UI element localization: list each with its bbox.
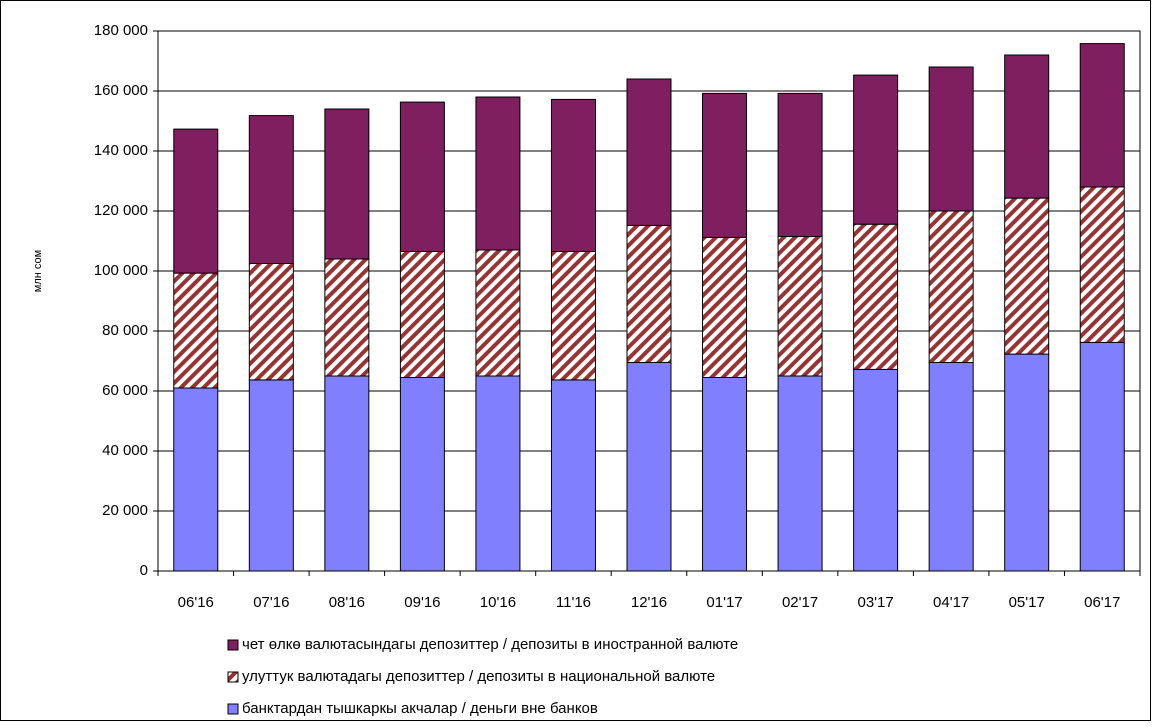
legend-swatch — [227, 639, 239, 651]
bar-segment — [702, 377, 748, 572]
x-tick-label: 06'17 — [1084, 594, 1120, 611]
x-tick-label: 04'17 — [933, 594, 969, 611]
bar-segment — [173, 272, 219, 389]
y-tick-label: 20 000 — [102, 502, 148, 519]
bar-segment — [1004, 197, 1050, 355]
bar-segment — [399, 251, 445, 378]
bar-segment — [928, 210, 974, 363]
bar-segment — [550, 379, 596, 572]
bar-segment — [248, 379, 294, 572]
bar-segment — [399, 101, 445, 252]
bar-segment — [702, 92, 748, 238]
x-tick-label: 09'16 — [404, 594, 440, 611]
bar-segment — [626, 224, 672, 363]
legend-label: улуттук валютадагы депозиттер / депозиты… — [242, 668, 715, 685]
legend-swatch — [227, 671, 239, 683]
y-axis-label: млн сом — [32, 250, 44, 292]
y-tick-label: 0 — [140, 562, 148, 579]
bar-segment — [173, 128, 219, 274]
bar-segment — [1004, 353, 1050, 572]
x-tick-label: 01'17 — [706, 594, 742, 611]
x-tick-label: 02'17 — [782, 594, 818, 611]
bar-segment — [173, 387, 219, 572]
y-tick-label: 140 000 — [94, 142, 148, 159]
bar-segment — [475, 375, 521, 572]
bar-segment — [777, 92, 823, 238]
bar-segment — [853, 223, 899, 370]
bar-segment — [1079, 186, 1125, 343]
bar-segment — [550, 251, 596, 381]
bar-segment — [1079, 43, 1125, 188]
bar-segment — [702, 236, 748, 378]
x-tick-label: 06'16 — [178, 594, 214, 611]
x-tick-label: 05'17 — [1009, 594, 1045, 611]
x-tick-label: 10'16 — [480, 594, 516, 611]
bar-segment — [324, 375, 370, 572]
bar-segment — [626, 362, 672, 572]
legend-label: банктардан тышкаркы акчалар / деньги вне… — [242, 700, 598, 717]
y-tick-label: 160 000 — [94, 82, 148, 99]
bar-segment — [324, 108, 370, 260]
bar-segment — [1079, 341, 1125, 572]
bar-segment — [853, 368, 899, 572]
bar-segment — [550, 98, 596, 253]
bar-segment — [777, 375, 823, 572]
bar-segment — [928, 66, 974, 212]
y-tick-label: 120 000 — [94, 202, 148, 219]
x-tick-label: 03'17 — [857, 594, 893, 611]
x-tick-label: 12'16 — [631, 594, 667, 611]
bar-segment — [928, 362, 974, 572]
bar-segment — [626, 78, 672, 226]
y-tick-label: 100 000 — [94, 262, 148, 279]
bar-segment — [1004, 54, 1050, 199]
y-tick-label: 40 000 — [102, 442, 148, 459]
bar-segment — [248, 115, 294, 264]
legend-swatch — [227, 703, 239, 715]
y-tick-label: 80 000 — [102, 322, 148, 339]
bar-segment — [853, 74, 899, 225]
bar-segment — [777, 236, 823, 377]
x-tick-label: 08'16 — [329, 594, 365, 611]
y-tick-label: 180 000 — [94, 22, 148, 39]
bar-segment — [475, 96, 521, 251]
legend-label: чет өлкө валютасындагы депозиттер / депо… — [242, 636, 738, 653]
bar-segment — [324, 258, 370, 377]
y-tick-label: 60 000 — [102, 382, 148, 399]
bar-segment — [475, 249, 521, 377]
bar-segment — [399, 377, 445, 572]
x-tick-label: 07'16 — [253, 594, 289, 611]
bar-segment — [248, 263, 294, 381]
x-tick-label: 11'16 — [556, 594, 591, 611]
